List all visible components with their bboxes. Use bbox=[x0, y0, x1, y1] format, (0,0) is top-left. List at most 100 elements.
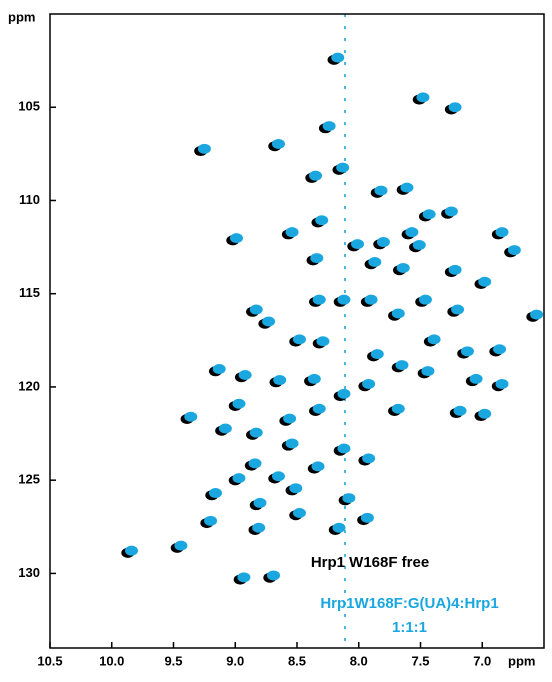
peak bbox=[238, 370, 252, 381]
peak bbox=[495, 378, 509, 389]
peak bbox=[405, 227, 419, 238]
peak bbox=[391, 308, 405, 319]
peak bbox=[331, 52, 345, 63]
peak bbox=[342, 493, 356, 504]
peak bbox=[315, 215, 329, 226]
peak bbox=[273, 375, 287, 386]
peak bbox=[285, 227, 299, 238]
peak bbox=[248, 458, 262, 469]
peak bbox=[360, 512, 374, 523]
peak bbox=[427, 334, 441, 345]
peak bbox=[292, 334, 306, 345]
peak bbox=[267, 570, 281, 581]
y-tick-label: 125 bbox=[18, 472, 40, 487]
x-tick-label: 7.5 bbox=[411, 653, 429, 668]
peak bbox=[418, 294, 432, 305]
peak bbox=[312, 294, 326, 305]
peak bbox=[237, 572, 251, 583]
peak bbox=[125, 545, 139, 556]
peak bbox=[370, 349, 384, 360]
peak bbox=[271, 471, 285, 482]
peak bbox=[412, 240, 426, 251]
peak bbox=[184, 411, 198, 422]
peak bbox=[336, 162, 350, 173]
peak bbox=[249, 304, 263, 315]
x-tick-label: 9.5 bbox=[164, 653, 182, 668]
peak bbox=[316, 336, 330, 347]
y-tick-label: 130 bbox=[18, 565, 40, 580]
peak bbox=[337, 443, 351, 454]
peak bbox=[285, 438, 299, 449]
peak bbox=[396, 262, 410, 273]
peak bbox=[309, 170, 323, 181]
peak bbox=[283, 413, 297, 424]
y-tick-label: 110 bbox=[19, 192, 40, 207]
y-tick-label: 105 bbox=[18, 99, 40, 114]
peak bbox=[310, 253, 324, 264]
peak bbox=[453, 405, 467, 416]
legend-entry: Hrp1 W168F free bbox=[310, 554, 430, 571]
peak bbox=[232, 398, 246, 409]
peak bbox=[374, 185, 388, 196]
peak bbox=[229, 233, 243, 244]
peak bbox=[451, 304, 465, 315]
peak bbox=[493, 344, 507, 355]
peak bbox=[444, 206, 458, 217]
peak bbox=[362, 378, 376, 389]
peak bbox=[307, 373, 321, 384]
peak bbox=[469, 373, 483, 384]
peak bbox=[292, 507, 306, 518]
peak bbox=[495, 227, 509, 238]
peak bbox=[478, 408, 492, 419]
peak bbox=[208, 488, 222, 499]
peak bbox=[368, 257, 382, 268]
peak bbox=[249, 427, 263, 438]
x-tick-label: 8.5 bbox=[288, 653, 306, 668]
peak bbox=[416, 92, 430, 103]
peak bbox=[507, 245, 521, 256]
peak bbox=[212, 364, 226, 375]
peak bbox=[448, 264, 462, 275]
peak bbox=[174, 540, 188, 551]
peak bbox=[204, 515, 218, 526]
y-tick-label: 115 bbox=[19, 285, 40, 300]
peak bbox=[332, 522, 346, 533]
peak bbox=[253, 497, 267, 508]
peak bbox=[448, 102, 462, 113]
y-tick-label: 120 bbox=[18, 378, 40, 393]
peak bbox=[337, 294, 351, 305]
peak bbox=[460, 346, 474, 357]
peak bbox=[364, 294, 378, 305]
peak bbox=[289, 483, 303, 494]
peak bbox=[252, 522, 266, 533]
x-tick-label: 7.0 bbox=[473, 653, 491, 668]
peak bbox=[351, 239, 365, 250]
peak bbox=[271, 138, 285, 149]
x-tick-label: 10.5 bbox=[37, 653, 62, 668]
peak bbox=[391, 403, 405, 414]
peak bbox=[337, 388, 351, 399]
x-tick-label: 10.0 bbox=[99, 653, 124, 668]
peak bbox=[478, 276, 492, 287]
peak bbox=[311, 461, 325, 472]
x-tick-label: 8.0 bbox=[350, 653, 368, 668]
peak bbox=[232, 473, 246, 484]
peak bbox=[400, 182, 414, 193]
peak bbox=[362, 453, 376, 464]
peak bbox=[421, 366, 435, 377]
peak bbox=[422, 209, 436, 220]
x-axis-label: ppm bbox=[508, 653, 535, 668]
x-tick-label: 9.0 bbox=[226, 653, 244, 668]
peak bbox=[262, 316, 276, 327]
peak bbox=[197, 143, 211, 154]
peak bbox=[376, 237, 390, 248]
peak bbox=[395, 360, 409, 371]
y-axis-label: ppm bbox=[8, 9, 35, 24]
peak bbox=[312, 403, 326, 414]
peak bbox=[322, 121, 336, 132]
peak bbox=[218, 423, 232, 434]
peak bbox=[530, 309, 544, 320]
legend-entry: Hrp1W168F:G(UA)4:Hrp1 1:1:1 bbox=[320, 595, 499, 636]
